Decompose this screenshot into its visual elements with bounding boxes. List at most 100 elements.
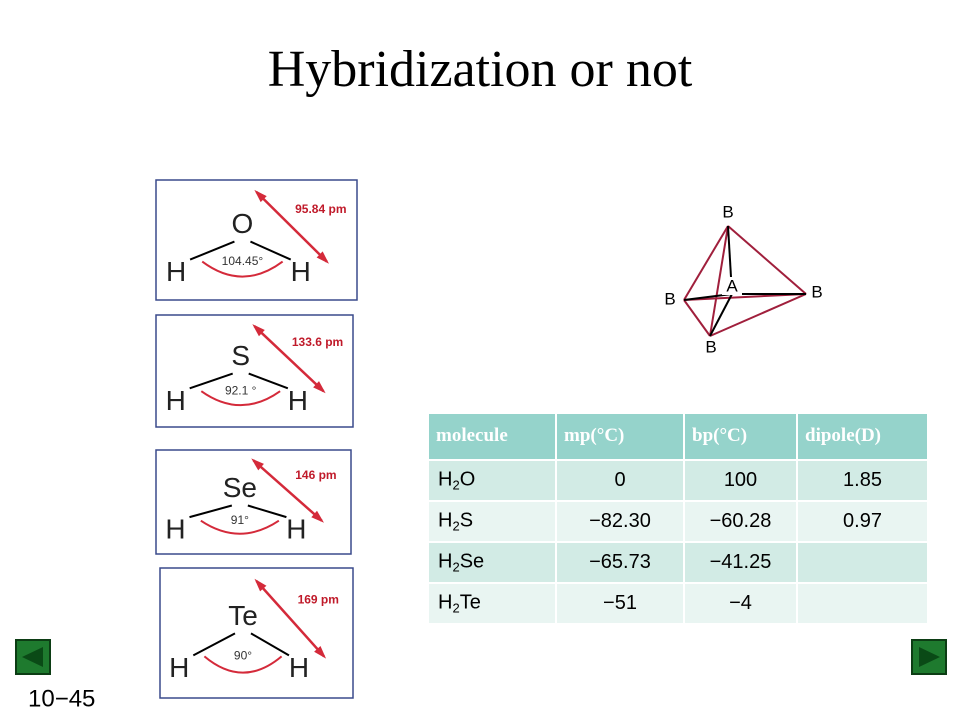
molecule-formula: H2Se — [438, 551, 484, 575]
table-value: 0.97 — [843, 510, 882, 532]
molecule-formula: H2S — [438, 510, 473, 534]
molecule-diagram: 91° 146 pm Se H H — [155, 449, 352, 555]
table-cell — [796, 582, 929, 625]
angle-arc — [200, 390, 281, 407]
bond — [250, 240, 292, 261]
atom-label: B — [811, 282, 822, 301]
table-cell — [555, 500, 685, 543]
table-cell — [796, 541, 929, 584]
bond — [247, 504, 287, 519]
hydrogen-right: H — [288, 385, 308, 416]
table-cell — [796, 459, 929, 502]
central-atom: Te — [228, 600, 258, 631]
edge — [683, 225, 729, 301]
bond — [248, 372, 289, 390]
bond — [192, 632, 236, 657]
angle-arc — [203, 655, 283, 674]
angle-arc — [201, 260, 284, 278]
bond — [189, 240, 235, 261]
table-cell — [427, 541, 557, 584]
hydrogen-left: H — [169, 652, 189, 683]
formula-subscript: 2 — [452, 601, 459, 616]
bond-length: 146 pm — [295, 468, 336, 482]
table-value: 100 — [724, 469, 757, 491]
formula-rest: Te — [460, 592, 481, 614]
tetrahedron: B B B B A — [664, 202, 822, 356]
table-cell — [427, 500, 557, 543]
formula-subscript: 2 — [452, 478, 459, 493]
bond-length-arrow — [253, 325, 325, 393]
molecule-diagram: 92.1 ° 133.6 pm S H H — [155, 314, 354, 428]
arrow-head — [311, 510, 324, 523]
table-value: −51 — [603, 592, 637, 614]
formula-subscript: 2 — [452, 519, 459, 534]
edge — [683, 299, 711, 337]
molecule-formula: H2O — [438, 469, 475, 493]
properties-table: molecule mp(°C) bp(°C) dipole(D)H2O 0 100 1.85… — [427, 412, 929, 625]
arrow-head — [314, 645, 327, 659]
bond-length: 169 pm — [298, 593, 339, 607]
formula-base: H — [438, 551, 452, 573]
formula-rest: O — [460, 469, 476, 491]
angle-arc — [200, 519, 280, 535]
edge — [727, 225, 807, 295]
hydrogen-right: H — [289, 652, 309, 683]
nav-prev-arrow[interactable] — [22, 647, 43, 667]
hydrogen-left: H — [166, 385, 186, 416]
header-text: dipole(D) — [805, 425, 881, 446]
header-text: mp(°C) — [564, 425, 624, 446]
table-cell — [796, 500, 929, 543]
molecule-diagram: 90° 169 pm Te H H — [159, 567, 354, 699]
nav-next[interactable] — [911, 639, 947, 675]
arrow-head — [316, 251, 329, 264]
slide-title: Hybridization or not — [268, 41, 693, 98]
molecule-formula: H2Te — [438, 592, 481, 616]
table-value: −60.28 — [710, 510, 772, 532]
nav-next-arrow[interactable] — [919, 647, 940, 667]
edge — [709, 293, 807, 337]
arrow-head — [313, 381, 326, 394]
central-atom: O — [232, 208, 254, 239]
bond — [250, 632, 290, 657]
bond — [189, 504, 233, 519]
center-bg — [722, 277, 742, 295]
arrow-head — [251, 458, 264, 471]
arrow-head — [252, 324, 265, 337]
table-value: 1.85 — [843, 469, 882, 491]
edge — [709, 225, 729, 337]
header-text: molecule — [436, 425, 508, 446]
hydrogen-right: H — [286, 514, 306, 545]
formula-base: H — [438, 592, 452, 614]
central-atom: Se — [223, 472, 257, 503]
bond-angle: 92.1 ° — [225, 383, 257, 397]
formula-rest: Se — [460, 551, 484, 573]
formula-subscript: 2 — [452, 560, 459, 575]
bond-length: 95.84 pm — [295, 202, 346, 216]
atom-label: B — [722, 202, 733, 221]
hydrogen-left: H — [166, 256, 186, 287]
atom-label: B — [664, 289, 675, 308]
molecule-frame — [155, 314, 354, 428]
formula-rest: S — [460, 510, 473, 532]
hydrogen-left: H — [165, 514, 185, 545]
bond — [189, 372, 234, 390]
table-value: −65.73 — [589, 551, 651, 573]
header-cell — [427, 412, 557, 461]
formula-base: H — [438, 469, 452, 491]
table-value: −41.25 — [710, 551, 772, 573]
molecule-frame — [155, 449, 352, 555]
slide-number: 10−45 — [28, 685, 95, 712]
table-value: −4 — [729, 592, 752, 614]
bond-length-arrow — [255, 580, 325, 658]
bond-length: 133.6 pm — [292, 335, 343, 349]
molecule-frame — [159, 567, 354, 699]
nav-prev-box[interactable] — [15, 639, 51, 675]
hydrogen-right: H — [291, 256, 311, 287]
table-cell — [427, 459, 557, 502]
nav-prev[interactable] — [15, 639, 51, 675]
bond-angle: 91° — [231, 513, 249, 527]
bond-length-arrow — [255, 191, 328, 263]
bond — [709, 293, 733, 337]
header-cell — [796, 412, 929, 461]
